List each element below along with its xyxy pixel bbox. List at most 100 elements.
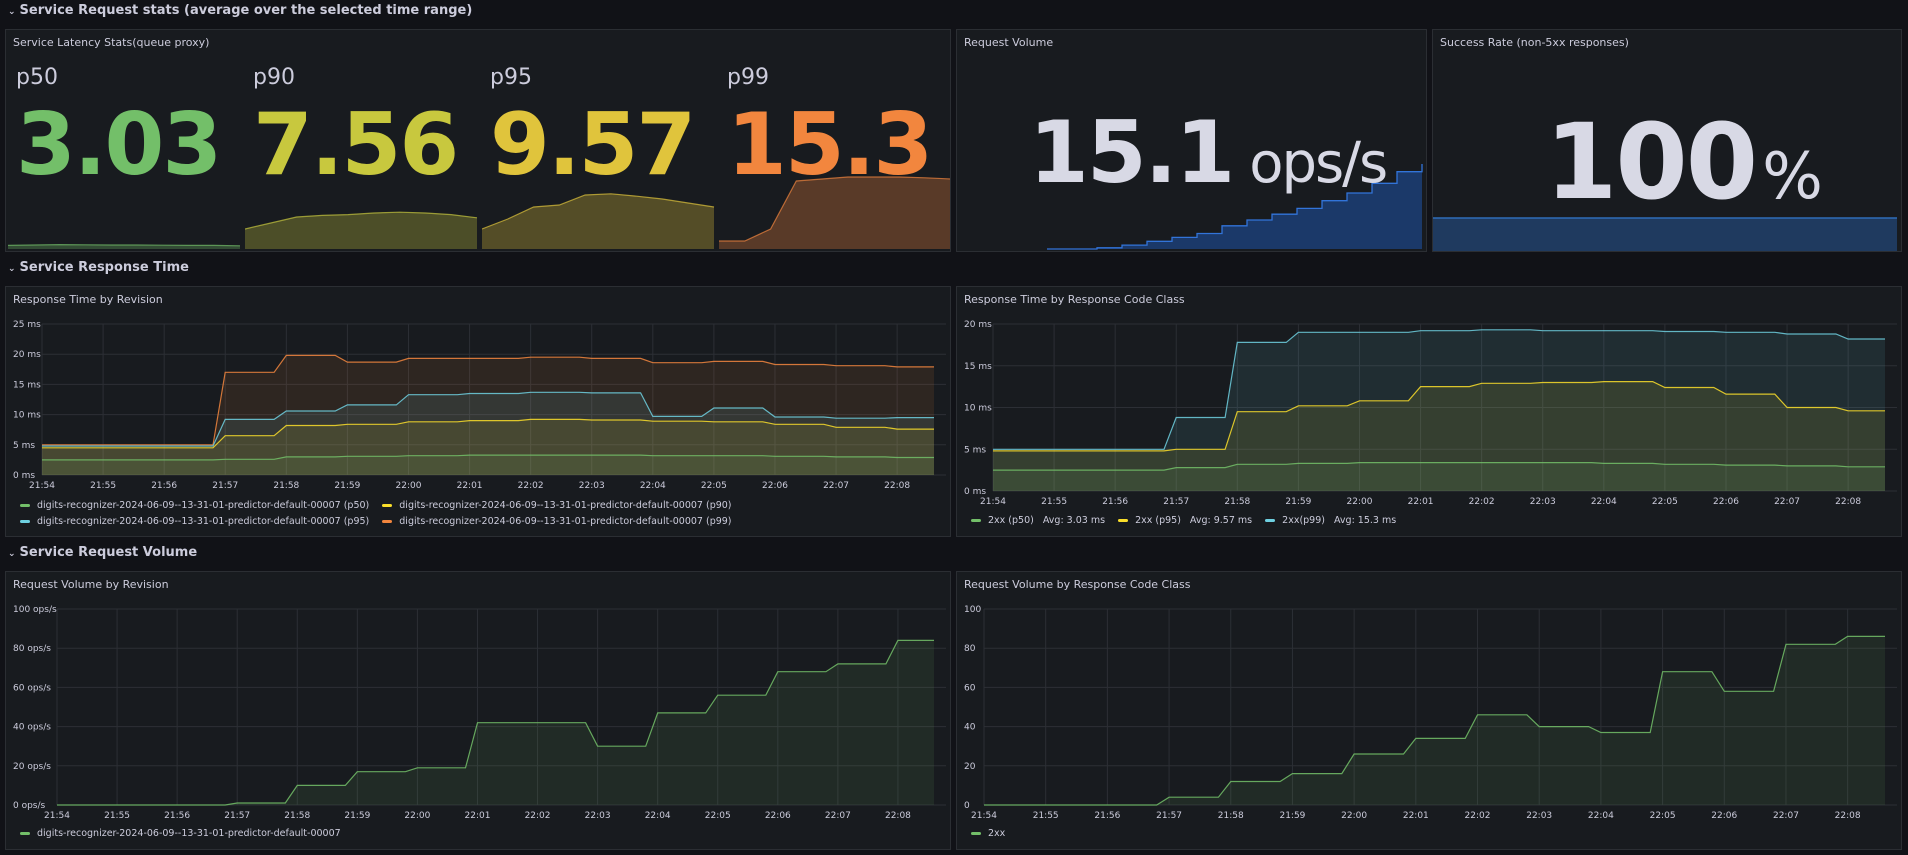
x-tick-label: 22:06 xyxy=(762,481,788,491)
y-tick-label: 5 ms xyxy=(13,441,35,451)
series-line[interactable] xyxy=(984,635,1885,806)
legend-label: 2xx(p99) xyxy=(1282,515,1325,526)
panel-title[interactable]: Service Latency Stats(queue proxy) xyxy=(13,36,210,49)
x-tick-label: 21:54 xyxy=(44,811,70,821)
x-tick-label: 21:56 xyxy=(1102,497,1128,507)
x-tick-label: 21:54 xyxy=(980,497,1006,507)
legend-label: digits-recognizer-2024-06-09--13-31-01-p… xyxy=(37,500,370,511)
row-title-label: Service Response Time xyxy=(19,260,189,275)
response-time-by-revision-panel: Response Time by Revision 0 ms 5 ms 10 ms 1… xyxy=(5,286,951,537)
x-tick-label: 22:08 xyxy=(1835,497,1861,507)
y-tick-label: 100 xyxy=(964,605,981,615)
x-tick-label: 21:56 xyxy=(151,481,177,491)
x-tick-label: 21:58 xyxy=(1218,811,1244,821)
panel-title[interactable]: Success Rate (non-5xx responses) xyxy=(1440,36,1629,49)
request-volume-by-code-chart: 0 20 40 60 80 100 21:54 21:55 21:56 21:57 21:58 21:… xyxy=(964,605,1897,821)
row-title-request-volume[interactable]: ⌄ Service Request Volume xyxy=(8,542,197,564)
panel-title[interactable]: Response Time by Response Code Class xyxy=(964,293,1185,306)
panel-title[interactable]: Request Volume by Response Code Class xyxy=(964,578,1191,591)
row-title-label: Service Request Volume xyxy=(19,545,198,560)
legend-item[interactable]: digits-recognizer-2024-06-09--13-31-01-p… xyxy=(20,828,341,839)
legend-item[interactable]: digits-recognizer-2024-06-09--13-31-01-p… xyxy=(382,516,732,527)
row-title-stats[interactable]: ⌄ Service Request stats (average over the… xyxy=(8,0,472,22)
series-area xyxy=(42,455,934,475)
panel-title[interactable]: Request Volume xyxy=(964,36,1054,49)
sparkline-area xyxy=(719,177,950,249)
y-tick-label: 15 ms xyxy=(13,380,41,390)
x-tick-label: 22:04 xyxy=(1588,811,1614,821)
row-title-label: Service Request stats (average over the … xyxy=(19,3,473,18)
stat-block-p50: p50 3.03 xyxy=(8,30,244,251)
stat-value: 15.3 xyxy=(727,95,933,195)
legend-item[interactable]: digits-recognizer-2024-06-09--13-31-01-p… xyxy=(20,516,369,527)
series-line[interactable] xyxy=(42,454,934,461)
x-tick-label: 21:58 xyxy=(284,811,310,821)
legend-item[interactable]: 2xx xyxy=(971,828,1005,839)
y-tick-label: 10 ms xyxy=(13,411,41,421)
x-tick-label: 21:55 xyxy=(90,481,116,491)
legend-item[interactable]: 2xx (p95) Avg: 9.57 ms xyxy=(1118,515,1252,526)
x-tick-label: 21:57 xyxy=(212,481,238,491)
series-line[interactable] xyxy=(993,329,1885,450)
y-tick-label: 15 ms xyxy=(964,362,992,372)
x-tick-label: 22:04 xyxy=(640,481,666,491)
chevron-down-icon: ⌄ xyxy=(8,549,16,559)
x-tick-label: 22:01 xyxy=(457,481,483,491)
legend-item[interactable]: digits-recognizer-2024-06-09--13-31-01-p… xyxy=(382,500,732,511)
stat-label: p90 xyxy=(253,65,295,90)
x-tick-label: 22:00 xyxy=(404,811,430,821)
y-tick-label: 100 ops/s xyxy=(13,605,57,615)
x-tick-label: 22:07 xyxy=(1773,811,1799,821)
legend-item[interactable]: digits-recognizer-2024-06-09--13-31-01-p… xyxy=(20,500,369,511)
stat-value: 3.03 xyxy=(16,95,222,195)
sparkline-line xyxy=(1047,164,1423,250)
y-tick-label: 20 ms xyxy=(13,350,41,360)
x-tick-label: 21:59 xyxy=(1279,811,1305,821)
panel-title[interactable]: Response Time by Revision xyxy=(13,293,163,306)
series-line[interactable] xyxy=(57,639,934,806)
x-tick-label: 22:04 xyxy=(645,811,671,821)
legend-label: digits-recognizer-2024-06-09--13-31-01-p… xyxy=(399,516,732,527)
x-tick-label: 21:55 xyxy=(1033,811,1059,821)
series-area xyxy=(993,462,1885,491)
series-line[interactable] xyxy=(42,391,934,447)
series-line[interactable] xyxy=(42,418,934,449)
x-tick-label: 22:03 xyxy=(1530,497,1556,507)
legend-avg: Avg: 3.03 ms xyxy=(1042,515,1106,526)
stat-block-p90: p90 7.56 xyxy=(245,30,481,251)
series-area xyxy=(984,636,1885,805)
series-line[interactable] xyxy=(993,381,1885,452)
series-line[interactable] xyxy=(993,462,1885,471)
legend-item[interactable]: 2xx (p50) Avg: 3.03 ms xyxy=(971,515,1105,526)
success-area xyxy=(1433,218,1897,251)
chart-legend: digits-recognizer-2024-06-09--13-31-01-p… xyxy=(20,500,742,527)
legend-label: digits-recognizer-2024-06-09--13-31-01-p… xyxy=(399,500,732,511)
sparkline-area xyxy=(245,212,477,249)
response-time-by-code-chart: 0 ms 5 ms 10 ms 15 ms 20 ms 21:54 21:55 21:56 21… xyxy=(964,320,1897,507)
stat-sparkline xyxy=(482,193,715,249)
x-tick-label: 21:58 xyxy=(1224,497,1250,507)
row-title-response-time[interactable]: ⌄ Service Response Time xyxy=(8,257,189,279)
legend-swatch xyxy=(1118,519,1129,522)
chevron-down-icon: ⌄ xyxy=(8,264,16,274)
panel-title[interactable]: Request Volume by Revision xyxy=(13,578,169,591)
legend-swatch xyxy=(20,520,30,523)
legend-item[interactable]: 2xx(p99) Avg: 15.3 ms xyxy=(1265,515,1396,526)
x-tick-label: 22:05 xyxy=(1650,811,1676,821)
x-tick-label: 22:06 xyxy=(1713,497,1739,507)
stat-sparkline xyxy=(719,176,950,249)
success-rate-sparkline xyxy=(1433,217,1897,251)
y-tick-label: 10 ms xyxy=(964,404,992,414)
x-tick-label: 22:00 xyxy=(1341,811,1367,821)
chart-legend: digits-recognizer-2024-06-09--13-31-01-p… xyxy=(20,828,351,839)
stat-value: 9.57 xyxy=(490,95,696,195)
value-number: 100 xyxy=(1545,101,1758,223)
request-volume-by-revision-panel: Request Volume by Revision 0 ops/s 20 ops… xyxy=(5,571,951,850)
y-tick-label: 20 xyxy=(964,762,976,772)
series-area xyxy=(42,392,934,475)
x-tick-label: 21:54 xyxy=(29,481,55,491)
stat-sparkline xyxy=(8,243,241,249)
x-tick-label: 22:03 xyxy=(1526,811,1552,821)
x-tick-label: 22:04 xyxy=(1591,497,1617,507)
